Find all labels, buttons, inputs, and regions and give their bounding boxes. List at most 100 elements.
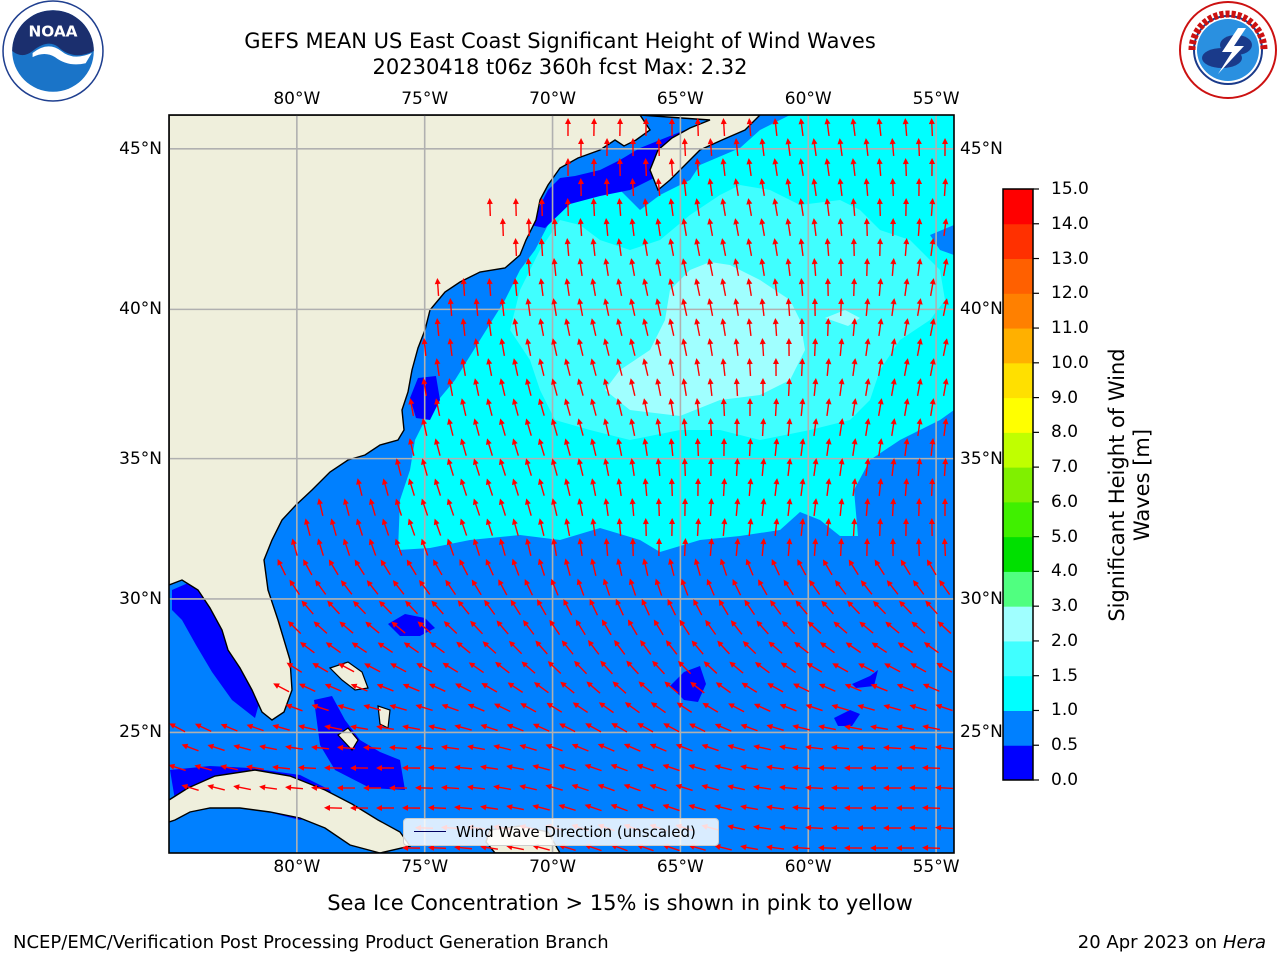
- wave-direction-arrow: [563, 599, 573, 616]
- wave-direction-arrow: [324, 804, 343, 811]
- wave-direction-arrow: [851, 438, 858, 457]
- wave-direction-arrow: [649, 783, 667, 792]
- wave-direction-arrow: [837, 178, 844, 197]
- wave-direction-arrow: [883, 824, 902, 831]
- wave-direction-arrow: [600, 660, 613, 675]
- wave-direction-arrow: [590, 238, 597, 257]
- wave-direction-arrow: [890, 498, 897, 517]
- wave-direction-arrow: [428, 724, 446, 731]
- wave-direction-arrow: [783, 579, 794, 596]
- wave-direction-arrow: [792, 844, 811, 851]
- wave-direction-arrow: [929, 198, 936, 217]
- wave-direction-arrow: [922, 724, 940, 731]
- wave-direction-arrow: [428, 844, 447, 851]
- wave-direction-arrow: [890, 378, 897, 397]
- wave-direction-arrow: [911, 621, 926, 634]
- wave-direction-arrow: [903, 198, 910, 217]
- wave-direction-arrow: [863, 178, 870, 197]
- wave-direction-arrow: [799, 358, 806, 377]
- wave-direction-arrow: [747, 398, 754, 417]
- wave-direction-arrow: [590, 358, 597, 376]
- wave-direction-arrow: [694, 398, 701, 417]
- wave-direction-arrow: [545, 784, 563, 791]
- wave-direction-arrow: [428, 683, 446, 692]
- wave-direction-arrow: [909, 824, 928, 831]
- wave-direction-arrow: [641, 598, 650, 616]
- wave-direction-arrow: [617, 118, 624, 137]
- wave-direction-arrow: [364, 663, 381, 673]
- wave-direction-arrow: [877, 278, 884, 297]
- wave-direction-arrow: [259, 744, 277, 751]
- wave-direction-arrow: [876, 158, 883, 177]
- wave-direction-arrow: [730, 620, 743, 635]
- bahamas-island: [337, 727, 359, 751]
- wave-direction-arrow: [727, 824, 745, 831]
- wave-direction-arrow: [721, 478, 728, 497]
- wave-direction-arrow: [834, 580, 847, 595]
- wave-direction-arrow: [694, 238, 701, 256]
- wave-direction-arrow: [825, 518, 832, 537]
- wave-direction-arrow: [298, 724, 316, 731]
- wave-direction-arrow: [564, 518, 571, 536]
- colorbar-tick-label: 10.0: [1051, 352, 1089, 373]
- wave-direction-arrow: [786, 378, 793, 397]
- wave-direction-arrow: [889, 138, 896, 157]
- wave-direction-arrow: [941, 538, 948, 557]
- wave-direction-arrow: [272, 764, 291, 771]
- wave-direction-arrow: [896, 844, 915, 851]
- wave-direction-arrow: [708, 458, 715, 477]
- wave-direction-arrow: [733, 138, 740, 157]
- wave-direction-arrow: [727, 744, 745, 751]
- wave-direction-arrow: [681, 338, 688, 356]
- wave-direction-arrow: [655, 298, 662, 316]
- wave-direction-arrow: [864, 538, 871, 557]
- wave-direction-arrow: [909, 784, 928, 791]
- wave-direction-arrow: [533, 682, 549, 694]
- wave-direction-arrow: [598, 702, 614, 714]
- wave-direction-arrow: [629, 338, 636, 356]
- wave-direction-arrow: [937, 621, 952, 634]
- wave-direction-arrow: [694, 198, 701, 217]
- wave-direction-arrow: [511, 478, 520, 496]
- wave-direction-arrow: [838, 538, 845, 557]
- wave-direction-arrow: [675, 783, 693, 792]
- wave-direction-arrow: [773, 478, 780, 497]
- wave-direction-arrow: [753, 784, 772, 791]
- wave-direction-arrow: [812, 538, 819, 557]
- wave-direction-arrow: [433, 559, 443, 576]
- wave-direction-arrow: [313, 621, 328, 634]
- wave-direction-arrow: [350, 683, 368, 692]
- left-latitude-label: 35°N: [119, 448, 162, 469]
- wave-direction-arrow: [850, 238, 857, 257]
- wave-direction-arrow: [577, 258, 584, 277]
- wave-direction-arrow: [512, 238, 519, 257]
- wave-direction-arrow: [838, 378, 845, 397]
- wave-direction-arrow: [811, 298, 818, 317]
- wave-direction-arrow: [603, 378, 610, 396]
- wave-direction-arrow: [499, 338, 506, 357]
- wave-direction-arrow: [585, 723, 602, 733]
- wave-direction-arrow: [935, 824, 954, 831]
- wave-direction-arrow: [896, 764, 915, 771]
- wave-direction-arrow: [883, 784, 902, 791]
- wave-direction-arrow: [420, 538, 429, 556]
- wave-direction-arrow: [616, 158, 623, 177]
- wave-direction-arrow: [603, 458, 610, 476]
- wave-direction-arrow: [441, 784, 460, 791]
- wave-direction-arrow: [744, 599, 756, 616]
- wave-direction-arrow: [564, 278, 571, 297]
- wave-direction-arrow: [584, 803, 602, 812]
- wave-direction-arrow: [499, 218, 506, 237]
- wave-direction-arrow: [772, 118, 779, 137]
- wave-direction-arrow: [795, 600, 808, 615]
- wave-direction-arrow: [794, 641, 809, 654]
- wave-direction-arrow: [681, 258, 688, 276]
- wave-direction-arrow: [629, 498, 636, 517]
- wave-direction-arrow: [786, 538, 793, 557]
- wave-direction-arrow: [942, 458, 949, 477]
- wave-direction-arrow: [870, 764, 889, 771]
- wave-direction-arrow: [455, 683, 472, 693]
- colorbar-segment: [1003, 675, 1033, 711]
- wave-direction-arrow: [590, 518, 597, 537]
- wave-direction-arrow: [759, 258, 766, 277]
